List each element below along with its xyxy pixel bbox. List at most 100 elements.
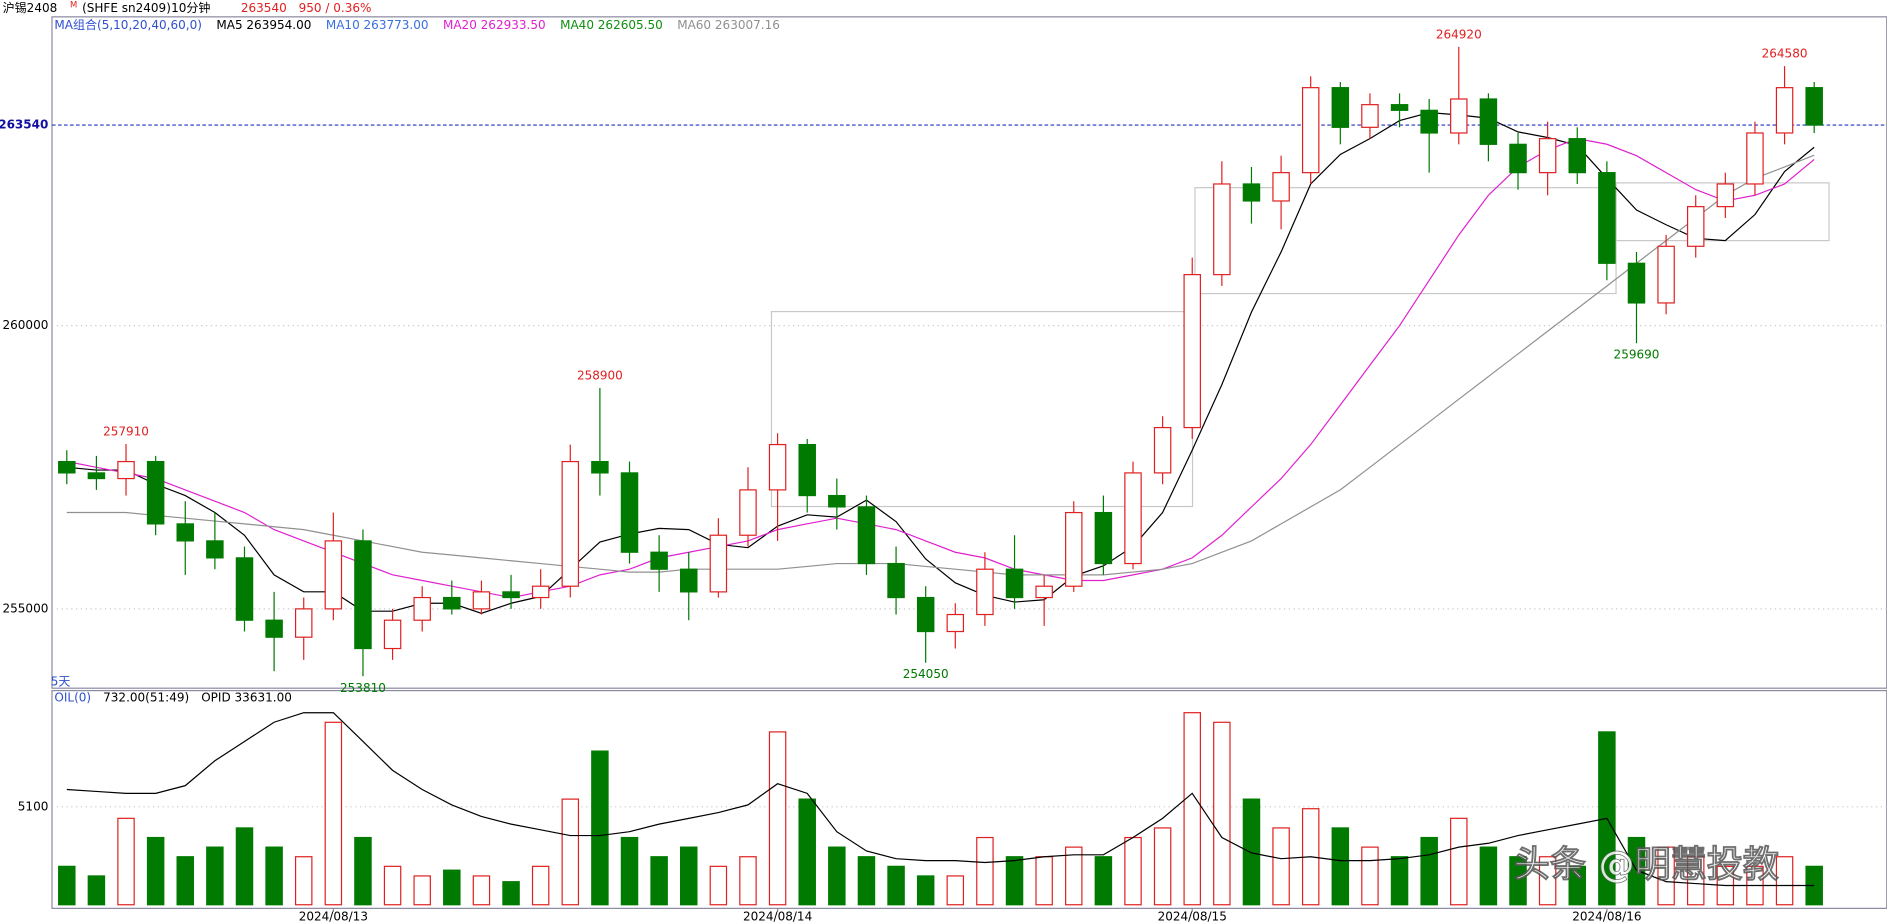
candle-body — [383, 619, 402, 650]
candle-body — [1331, 87, 1350, 128]
candle-body — [768, 443, 787, 491]
volume-bar — [976, 836, 994, 906]
candle-body — [1686, 206, 1705, 247]
volume-bar — [1183, 712, 1201, 906]
candle-body — [1805, 87, 1823, 126]
volume-bar — [472, 875, 491, 906]
volume-bar — [1479, 846, 1498, 906]
candle-body — [1775, 87, 1794, 134]
extreme-label: 264920 — [1436, 27, 1482, 41]
x-tick-label: 2024/08/15 — [1158, 909, 1227, 923]
volume-legend: 732.00(51:49) — [103, 690, 189, 704]
candle-body — [798, 443, 816, 497]
candle-body — [87, 472, 106, 480]
volume-bar — [87, 875, 106, 906]
volume-bar — [857, 856, 876, 906]
candle-body — [206, 540, 224, 559]
volume-bar — [1124, 836, 1142, 906]
volume-bar — [206, 846, 224, 906]
candle-body — [680, 568, 698, 593]
ma-legend: MA20 262933.50 — [443, 18, 546, 32]
volume-bar — [294, 856, 313, 906]
volume-bar — [680, 846, 698, 906]
extreme-label: 264580 — [1762, 47, 1808, 61]
extreme-label: 253810 — [340, 681, 386, 695]
candle-body — [739, 489, 757, 536]
y-tick-label: 5100 — [18, 799, 49, 813]
candle-body — [324, 540, 343, 610]
candle-body — [976, 568, 994, 616]
candle-body — [1538, 138, 1557, 174]
candle-body — [1746, 132, 1764, 185]
candle-body — [1420, 109, 1438, 134]
ma-legend: MA10 263773.00 — [326, 18, 429, 32]
candle-body — [117, 460, 135, 480]
candle-body — [1479, 98, 1498, 145]
volume-bar — [235, 827, 254, 906]
candle-body — [1361, 104, 1379, 128]
watermark: 头条 @明慧投教 — [1514, 843, 1779, 885]
volume-bar — [265, 846, 283, 906]
volume-bar — [176, 856, 195, 906]
candle-body — [1657, 245, 1675, 304]
volume-bar — [828, 846, 846, 906]
volume-bar — [1657, 846, 1675, 906]
volume-bar — [650, 856, 668, 906]
corner-label: 5天 — [51, 675, 71, 689]
volume-legend: OPID 33631.00 — [201, 690, 292, 704]
volume-bar — [887, 865, 905, 906]
candle-body — [650, 551, 668, 570]
candle-body — [1598, 172, 1616, 264]
volume-bar — [1005, 856, 1024, 906]
volume-bar — [798, 798, 816, 906]
x-tick-label: 2024/08/13 — [299, 909, 368, 923]
candle-body — [709, 534, 728, 593]
candle-body — [472, 591, 491, 610]
volume-bar — [58, 865, 76, 906]
volume-bar — [1331, 827, 1350, 906]
volume-bar — [413, 875, 431, 906]
volume-bar — [709, 865, 728, 906]
candle-body — [413, 596, 431, 621]
volume-bar — [324, 721, 343, 906]
candle-body — [1568, 138, 1587, 174]
candle-body — [443, 596, 461, 610]
candle-body — [235, 557, 254, 621]
volume-bar — [946, 875, 965, 906]
volume-bar — [1153, 827, 1172, 906]
volume-bar — [1627, 836, 1646, 906]
candle-body — [265, 619, 283, 638]
candle-body — [1390, 104, 1409, 111]
candle-body — [1450, 98, 1468, 134]
extreme-label: 257910 — [103, 424, 149, 438]
extreme-label: 258900 — [577, 368, 623, 382]
ma-legend: MA60 263007.16 — [677, 18, 780, 32]
volume-bar — [739, 856, 757, 906]
ma-line — [66, 154, 1815, 576]
candle-body — [828, 494, 846, 508]
open-interest-line — [66, 712, 1815, 887]
candle-body — [1094, 511, 1113, 565]
volume-bar — [561, 798, 580, 906]
volume-bar — [1272, 827, 1290, 906]
candle-body — [1627, 262, 1646, 304]
candle-body — [1183, 274, 1201, 429]
code: (SHFE sn2409) — [82, 1, 171, 15]
volume-bar — [354, 836, 372, 906]
candle-body — [354, 540, 372, 650]
candle-body — [1301, 87, 1320, 174]
extreme-label: 254050 — [903, 667, 949, 681]
candle-body — [946, 613, 965, 633]
candle-body — [1153, 426, 1172, 474]
volume-bar — [502, 881, 520, 906]
last-price-label: 263540 — [0, 118, 48, 132]
candle-body — [58, 460, 76, 474]
volume-bar — [1094, 856, 1113, 906]
ma-legend: MA5 263954.00 — [216, 18, 311, 32]
candle-body — [887, 562, 905, 599]
candle-body — [561, 460, 580, 587]
volume-bar — [620, 836, 639, 906]
candle-body — [620, 472, 639, 553]
volume-bar — [1568, 865, 1587, 906]
